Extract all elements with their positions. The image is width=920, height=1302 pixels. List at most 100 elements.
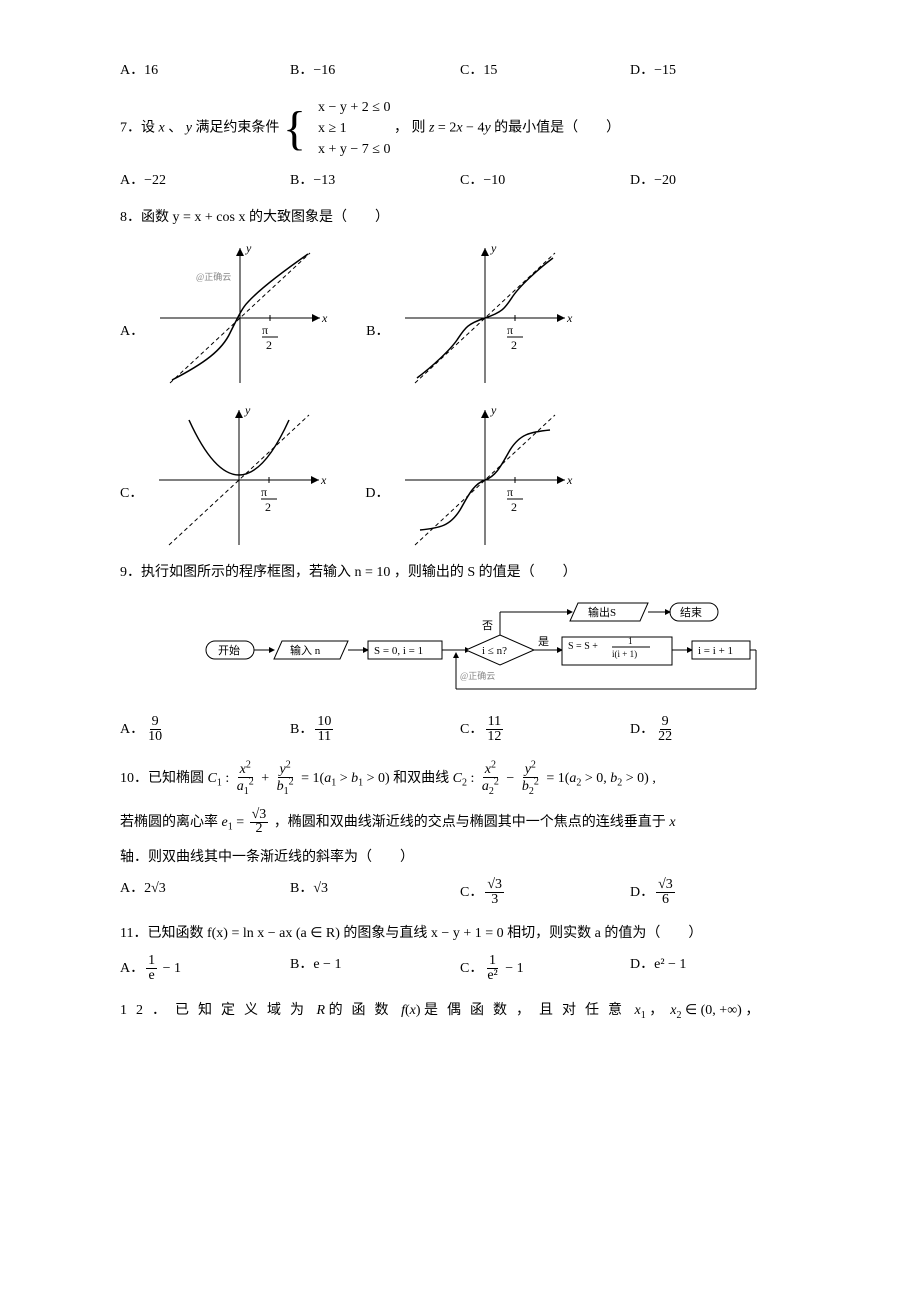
q11-opt-c: C．1e² − 1 xyxy=(460,954,630,983)
q10-c-num: √3 xyxy=(485,877,504,893)
q7-c-val: −10 xyxy=(483,173,505,188)
q7-opt-b: B．−13 xyxy=(290,170,460,191)
q11-c-num: 1 xyxy=(487,953,498,969)
q11-a-tail: − 1 xyxy=(159,961,181,976)
q10-line2: 若椭圆的离心率 e1 = √32 ，椭圆和双曲线渐近线的交点与椭圆其中一个焦点的… xyxy=(120,808,800,837)
q9-a-num: 9 xyxy=(150,714,161,730)
q9-c-num: 11 xyxy=(486,714,503,730)
q8-label-c: C． xyxy=(120,483,143,504)
q10-line3: 轴．则双曲线其中一条渐近线的斜率为（ ） xyxy=(120,847,800,868)
q11-a-den: e xyxy=(147,968,157,983)
q7-stem: 7．设 x 、 y 满足约束条件 { x − y + 2 ≤ 0 x ≥ 1 x… xyxy=(120,97,800,160)
q11-opt-b: B．e − 1 xyxy=(290,954,460,983)
svg-text:x: x xyxy=(566,311,573,325)
svg-text:输出S: 输出S xyxy=(588,605,616,619)
q7-cond-1: x − y + 2 ≤ 0 xyxy=(318,100,390,115)
q10-d-num: √3 xyxy=(656,877,675,893)
q8-row2: C． x y π 2 D． x y π xyxy=(120,400,800,550)
q10-a-val: 2√3 xyxy=(144,881,166,896)
svg-text:结束: 结束 xyxy=(680,606,702,619)
q8-plot-c: x y π 2 xyxy=(149,400,329,550)
svg-text:y: y xyxy=(245,241,252,255)
q8-plot-b: x y π 2 xyxy=(395,238,575,388)
q8-label-b: B． xyxy=(366,321,389,342)
q9-flowchart: 输出S 结束 否 开始 输入 n S = 0, i = 1 i ≤ n? 是 S… xyxy=(200,597,800,707)
brace-icon: { xyxy=(283,105,306,153)
svg-text:2: 2 xyxy=(266,338,272,352)
q7-opt-c: C．−10 xyxy=(460,170,630,191)
q10-opt-a: A．2√3 xyxy=(120,878,290,907)
svg-text:2: 2 xyxy=(511,338,517,352)
svg-text:x: x xyxy=(321,311,328,325)
svg-text:y: y xyxy=(244,403,251,417)
svg-text:x: x xyxy=(566,473,573,487)
q7-a-val: −22 xyxy=(144,173,166,188)
q8-label-d: D． xyxy=(365,483,389,504)
q11-opt-d: D．e² − 1 xyxy=(630,954,800,983)
q10-line1: 10．已知椭圆 C1 : x2a12 + y2b12 = 1(a1 > b1 >… xyxy=(120,760,800,797)
svg-text:x: x xyxy=(320,473,327,487)
q7-cond-3: x + y − 7 ≤ 0 xyxy=(318,142,390,157)
svg-text:开始: 开始 xyxy=(218,643,240,657)
svg-text:π: π xyxy=(261,485,267,499)
q10-d-den: 6 xyxy=(660,892,671,907)
q8-plot-d: x y π 2 xyxy=(395,400,575,550)
q6-opt-c: C．15 xyxy=(460,60,630,81)
q9-options: A．910 B．1011 C．1112 D．922 xyxy=(120,715,800,744)
svg-text:@正确云: @正确云 xyxy=(196,271,231,282)
q6-opt-a: A．16 xyxy=(120,60,290,81)
q9-d-num: 9 xyxy=(660,714,671,730)
q8-plot-a: x y π 2 @正确云 xyxy=(150,238,330,388)
q9-a-den: 10 xyxy=(146,729,164,744)
svg-text:i = i + 1: i = i + 1 xyxy=(698,645,733,657)
q9-c-den: 12 xyxy=(485,729,503,744)
q9-stem: 9．执行如图所示的程序框图，若输入 n = 10 ，则输出的 S 的值是（ ） xyxy=(120,562,800,583)
q11-b-val: e − 1 xyxy=(313,957,341,972)
q10-options: A．2√3 B．√3 C．√33 D．√36 xyxy=(120,878,800,907)
q11-c-tail: − 1 xyxy=(502,961,524,976)
svg-text:2: 2 xyxy=(511,500,517,514)
svg-text:π: π xyxy=(507,485,513,499)
q11-a-num: 1 xyxy=(146,953,157,969)
q7-cond-2: x ≥ 1 xyxy=(318,121,347,136)
q10-opt-d: D．√36 xyxy=(630,878,800,907)
q8-stem: 8．函数 y = x + cos x 的大致图象是（ ） xyxy=(120,207,800,228)
q6-b-val: −16 xyxy=(313,63,335,78)
q8-row1: A． x y π 2 @正确云 B． x y xyxy=(120,238,800,388)
q6-c-val: 15 xyxy=(483,63,497,78)
q10-opt-b: B．√3 xyxy=(290,878,460,907)
q7-b-val: −13 xyxy=(313,173,335,188)
q10-opt-c: C．√33 xyxy=(460,878,630,907)
q6-d-val: −15 xyxy=(654,63,676,78)
q9-opt-b: B．1011 xyxy=(290,715,460,744)
q11-stem: 11．已知函数 f(x) = ln x − ax (a ∈ R) 的图象与直线 … xyxy=(120,923,800,944)
svg-text:y: y xyxy=(490,403,497,417)
q9-b-num: 10 xyxy=(315,714,333,730)
q11-c-den: e² xyxy=(485,968,499,983)
q9-b-den: 11 xyxy=(316,729,333,744)
svg-text:i(i + 1): i(i + 1) xyxy=(612,649,637,659)
svg-text:输入 n: 输入 n xyxy=(290,643,321,657)
q12-stem: 12．已知定义域为 R 的函数 f(x) 是偶函数，且对任意 x1 ， x2 ∈… xyxy=(120,1000,800,1023)
svg-text:@正确云: @正确云 xyxy=(460,670,495,681)
svg-text:S = 0, i = 1: S = 0, i = 1 xyxy=(374,645,423,657)
q10-c-den: 3 xyxy=(489,892,500,907)
q7-options: A．−22 B．−13 C．−10 D．−20 xyxy=(120,170,800,191)
q6-a-val: 16 xyxy=(144,63,158,78)
svg-text:1: 1 xyxy=(628,636,633,646)
q10-b-val: √3 xyxy=(313,881,328,896)
q11-d-val: e² − 1 xyxy=(654,957,686,972)
svg-text:π: π xyxy=(507,323,513,337)
q11-opt-a: A．1e − 1 xyxy=(120,954,290,983)
q7-d-val: −20 xyxy=(654,173,676,188)
q8-label-a: A． xyxy=(120,321,144,342)
q7-opt-d: D．−20 xyxy=(630,170,800,191)
q7-opt-a: A．−22 xyxy=(120,170,290,191)
svg-text:i ≤ n?: i ≤ n? xyxy=(482,645,507,657)
q9-opt-d: D．922 xyxy=(630,715,800,744)
q9-opt-a: A．910 xyxy=(120,715,290,744)
q6-opt-b: B．−16 xyxy=(290,60,460,81)
svg-text:2: 2 xyxy=(265,500,271,514)
q9-d-den: 22 xyxy=(656,729,674,744)
q11-options: A．1e − 1 B．e − 1 C．1e² − 1 D．e² − 1 xyxy=(120,954,800,983)
